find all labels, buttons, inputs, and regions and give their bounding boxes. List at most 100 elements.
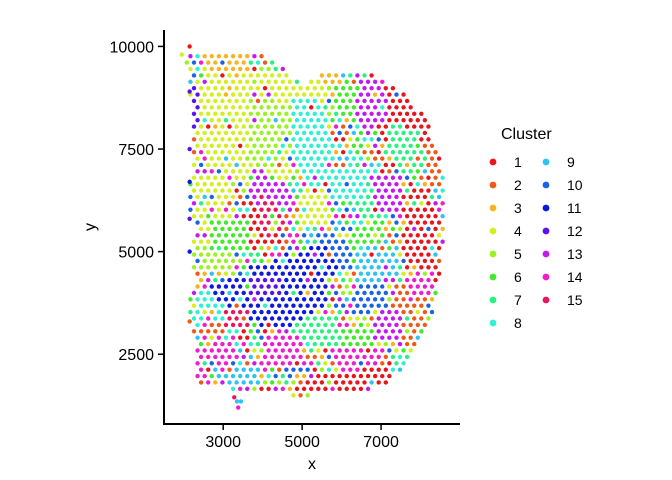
spot-cluster-8: [195, 297, 200, 302]
spot-cluster-11: [216, 297, 222, 302]
spot-cluster-8: [291, 149, 296, 155]
spot-cluster-3: [234, 60, 239, 65]
spot-cluster-7: [319, 316, 325, 321]
legend-entry-9: 9: [542, 154, 575, 170]
spot-cluster-2: [412, 303, 417, 308]
spot-cluster-6: [269, 175, 275, 180]
spot-cluster-12: [269, 277, 275, 283]
spot-cluster-8: [305, 226, 310, 232]
spot-cluster-5: [230, 271, 236, 276]
spot-cluster-2: [369, 316, 374, 321]
spot-cluster-11: [291, 303, 296, 308]
spot-cluster-1: [387, 92, 392, 97]
spot-cluster-13: [344, 309, 349, 315]
spot-cluster-5: [280, 117, 285, 123]
spot-cluster-14: [415, 271, 420, 276]
spot-cluster-10: [291, 367, 296, 372]
spot-cluster-3: [245, 54, 250, 59]
spot-cluster-1: [419, 213, 424, 219]
spot-cluster-2: [191, 329, 197, 334]
spot-cluster-10: [333, 303, 339, 308]
spot-cluster-4: [234, 111, 239, 116]
spot-cluster-3: [223, 54, 229, 59]
spot-cluster-5: [269, 111, 275, 116]
spot-cluster-5: [262, 111, 268, 116]
spot-cluster-3: [245, 66, 250, 72]
spot-cluster-4: [206, 201, 211, 206]
x-tick-label: 3000: [205, 434, 241, 451]
spot-cluster-6: [362, 239, 367, 244]
spot-cluster-15: [230, 309, 236, 315]
spot-cluster-11: [220, 290, 225, 296]
spot-cluster-6: [415, 143, 420, 148]
spot-cluster-10: [280, 233, 285, 238]
spot-cluster-7: [284, 380, 289, 385]
spot-cluster-1: [412, 111, 417, 116]
spot-cluster-13: [252, 194, 257, 200]
spot-cluster-9: [394, 258, 399, 264]
spot-cluster-13: [394, 181, 399, 187]
spot-cluster-13: [280, 181, 285, 187]
spot-cluster-7: [326, 329, 332, 334]
spot-cluster-11: [298, 277, 303, 283]
spot-cluster-14: [333, 124, 339, 129]
spot-cluster-8: [312, 149, 317, 155]
legend-swatch: [542, 181, 550, 189]
spot-cluster-6: [358, 233, 364, 238]
spot-cluster-4: [401, 271, 406, 276]
spot-cluster-5: [248, 124, 254, 129]
spot-cluster-5: [269, 162, 275, 168]
spot-cluster-7: [330, 335, 335, 340]
spot-cluster-8: [383, 213, 388, 219]
spot-cluster-1: [387, 117, 392, 123]
spot-cluster-10: [344, 181, 349, 187]
spot-cluster-15: [259, 194, 264, 200]
spot-cluster-5: [252, 143, 257, 148]
spot-cluster-8: [213, 316, 218, 321]
spot-cluster-13: [376, 188, 381, 193]
spot-cluster-9: [387, 271, 392, 276]
spot-cluster-7: [365, 207, 371, 212]
spot-cluster-7: [298, 188, 303, 193]
spot-cluster-6: [387, 245, 392, 251]
spot-cluster-1: [340, 380, 346, 385]
spot-cluster-8: [241, 252, 246, 257]
spot-cluster-11: [280, 271, 285, 276]
spot-cluster-4: [206, 98, 211, 104]
spot-cluster-4: [191, 175, 197, 180]
spot-cluster-13: [383, 316, 388, 321]
spot-cluster-7: [412, 162, 417, 168]
spot-cluster-1: [312, 367, 317, 372]
spot-cluster-11: [312, 265, 317, 270]
spot-cluster-14: [277, 252, 282, 257]
spot-cluster-8: [316, 130, 321, 136]
spot-cluster-7: [397, 124, 403, 129]
spot-cluster-4: [220, 213, 225, 219]
spot-cluster-4: [198, 111, 204, 116]
spot-cluster-10: [358, 297, 364, 302]
spot-cluster-4: [436, 233, 442, 238]
spot-cluster-6: [344, 105, 349, 110]
spot-cluster-9: [241, 380, 246, 385]
spot-cluster-15: [273, 207, 278, 212]
spot-cluster-2: [429, 156, 435, 161]
spot-cluster-14: [380, 79, 385, 84]
spot-cluster-3: [408, 271, 413, 276]
spot-cluster-5: [269, 137, 275, 142]
spot-cluster-7: [387, 143, 392, 148]
spot-cluster-13: [262, 188, 268, 193]
spot-cluster-8: [195, 54, 200, 59]
legend-entry-12: 12: [542, 223, 583, 239]
spot-cluster-7: [294, 322, 300, 328]
spot-cluster-7: [312, 239, 317, 244]
spot-cluster-4: [252, 233, 257, 238]
spot-cluster-13: [202, 169, 207, 174]
spot-cluster-13: [252, 54, 257, 59]
spot-cluster-9: [245, 373, 250, 379]
spot-cluster-4: [227, 213, 232, 219]
spot-cluster-2: [284, 239, 289, 244]
spot-cluster-14: [227, 354, 232, 360]
spot-cluster-10: [355, 303, 360, 308]
spot-cluster-3: [230, 66, 236, 72]
spot-cluster-12: [195, 117, 200, 123]
